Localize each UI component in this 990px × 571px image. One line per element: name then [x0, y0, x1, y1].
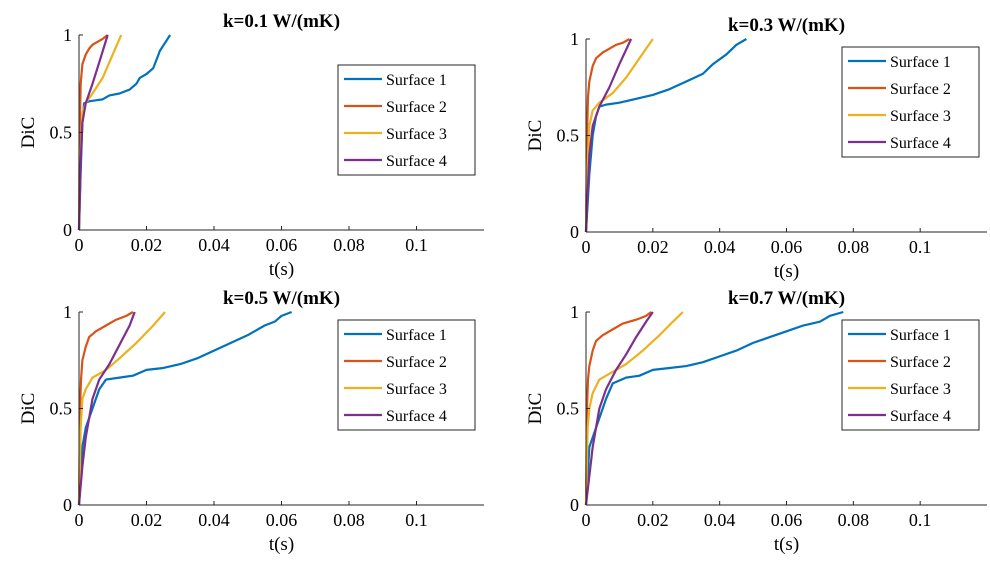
x-axis-label: t(s) — [269, 534, 294, 555]
series-line-surface-2 — [77, 311, 134, 506]
y-tick-label: 1 — [63, 25, 72, 45]
legend-label-surface-3: Surface 3 — [890, 381, 951, 398]
legend: Surface 1 Surface 2 Surface 3 Surface 4 — [337, 64, 476, 176]
chart-title: k=0.7 W/(mK) — [728, 288, 845, 309]
x-tick-label: 0.04 — [198, 235, 230, 255]
legend: Surface 1 Surface 2 Surface 3 Surface 4 — [337, 319, 476, 431]
x-tick-label: 0.02 — [131, 510, 163, 530]
legend-label-surface-3: Surface 3 — [386, 381, 447, 398]
legend-label-surface-1: Surface 1 — [386, 72, 447, 89]
x-tick-label: 0.06 — [266, 235, 298, 255]
series-line-surface-4 — [77, 34, 109, 231]
series-line-surface-4 — [584, 311, 654, 506]
x-axis-label: t(s) — [774, 261, 799, 282]
series-line-surface-4 — [584, 38, 633, 233]
x-tick-label: 0.06 — [266, 510, 298, 530]
y-tick-label: 0.5 — [557, 126, 580, 146]
y-axis-label: DiC — [18, 393, 39, 425]
x-tick-label: 0.1 — [405, 235, 428, 255]
x-tick-label: 0.08 — [838, 237, 870, 257]
series-line-surface-2 — [584, 311, 652, 506]
series-line-surface-1 — [584, 38, 747, 233]
y-tick-label: 0 — [570, 222, 579, 242]
x-axis-label: t(s) — [774, 534, 799, 555]
legend-label-surface-4: Surface 4 — [386, 408, 447, 425]
x-tick-label: 0.1 — [405, 510, 428, 530]
y-axis-label: DiC — [18, 117, 39, 149]
x-tick-label: 0.08 — [333, 235, 365, 255]
chart-panel-1: 0 0.02 0.04 0.06 0.08 0.1 0 0.5 1 k=0.1 W/(mK) t(s… — [18, 11, 484, 280]
y-tick-label: 0.5 — [50, 399, 73, 419]
legend-label-surface-4: Surface 4 — [890, 408, 951, 425]
series-line-surface-1 — [584, 310, 844, 506]
x-tick-label: 0 — [75, 510, 84, 530]
legend-box — [841, 319, 980, 431]
y-tick-label: 0 — [63, 495, 72, 515]
series-line-surface-1 — [77, 310, 293, 506]
chart-panel-2: 0 0.02 0.04 0.06 0.08 0.1 0 0.5 1 k=0.3 W/(mK) t(s… — [525, 15, 987, 282]
x-tick-label: 0.08 — [333, 510, 365, 530]
legend-label-surface-2: Surface 2 — [386, 354, 447, 371]
x-tick-label: 0.08 — [838, 510, 870, 530]
x-tick-label: 0.02 — [637, 237, 669, 257]
series-line-surface-2 — [77, 34, 109, 231]
chart-title: k=0.1 W/(mK) — [223, 11, 340, 32]
chart-panel-4: 0 0.02 0.04 0.06 0.08 0.1 0 0.5 1 k=0.7 W/(mK) t(s… — [525, 288, 987, 555]
legend-label-surface-1: Surface 1 — [386, 327, 447, 344]
x-tick-label: 0.04 — [704, 510, 736, 530]
series-line-surface-4 — [77, 311, 136, 506]
y-tick-label: 0 — [570, 495, 579, 515]
x-tick-label: 0 — [582, 237, 591, 257]
legend: Surface 1 Surface 2 Surface 3 Surface 4 — [841, 46, 980, 158]
y-tick-label: 0.5 — [50, 123, 73, 143]
legend-label-surface-4: Surface 4 — [890, 135, 951, 152]
x-tick-label: 0.02 — [131, 235, 163, 255]
legend-box — [337, 319, 476, 431]
y-tick-label: 0.5 — [557, 399, 580, 419]
legend-box — [841, 46, 980, 158]
legend-box — [337, 64, 476, 176]
legend-label-surface-3: Surface 3 — [890, 108, 951, 125]
x-tick-label: 0 — [582, 510, 591, 530]
y-tick-label: 1 — [63, 302, 72, 322]
chart-title: k=0.3 W/(mK) — [728, 15, 845, 36]
series-line-surface-3 — [584, 311, 684, 506]
chart-title: k=0.5 W/(mK) — [223, 288, 340, 309]
x-tick-label: 0.04 — [704, 237, 736, 257]
legend-label-surface-2: Surface 2 — [890, 354, 951, 371]
x-tick-label: 0.1 — [909, 510, 932, 530]
chart-panel-3: 0 0.02 0.04 0.06 0.08 0.1 0 0.5 1 k=0.5 W/(mK) t(s… — [18, 288, 484, 555]
y-tick-label: 1 — [570, 29, 579, 49]
series-line-surface-3 — [77, 311, 166, 506]
series-line-surface-3 — [584, 38, 654, 233]
x-tick-label: 0.02 — [637, 510, 669, 530]
legend-label-surface-1: Surface 1 — [890, 327, 951, 344]
x-tick-label: 0.04 — [198, 510, 230, 530]
legend-label-surface-4: Surface 4 — [386, 153, 447, 170]
y-axis-label: DiC — [525, 393, 546, 425]
legend-label-surface-2: Surface 2 — [890, 81, 951, 98]
series-line-surface-2 — [584, 38, 630, 233]
y-tick-label: 1 — [570, 302, 579, 322]
x-axis-label: t(s) — [269, 259, 294, 280]
x-tick-label: 0 — [75, 235, 84, 255]
legend-label-surface-1: Surface 1 — [890, 54, 951, 71]
legend-label-surface-2: Surface 2 — [386, 99, 447, 116]
x-tick-label: 0.06 — [771, 237, 803, 257]
y-tick-label: 0 — [63, 220, 72, 240]
legend-label-surface-3: Surface 3 — [386, 126, 447, 143]
y-axis-label: DiC — [525, 120, 546, 152]
x-tick-label: 0.06 — [771, 510, 803, 530]
x-tick-label: 0.1 — [909, 237, 932, 257]
legend: Surface 1 Surface 2 Surface 3 Surface 4 — [841, 319, 980, 431]
